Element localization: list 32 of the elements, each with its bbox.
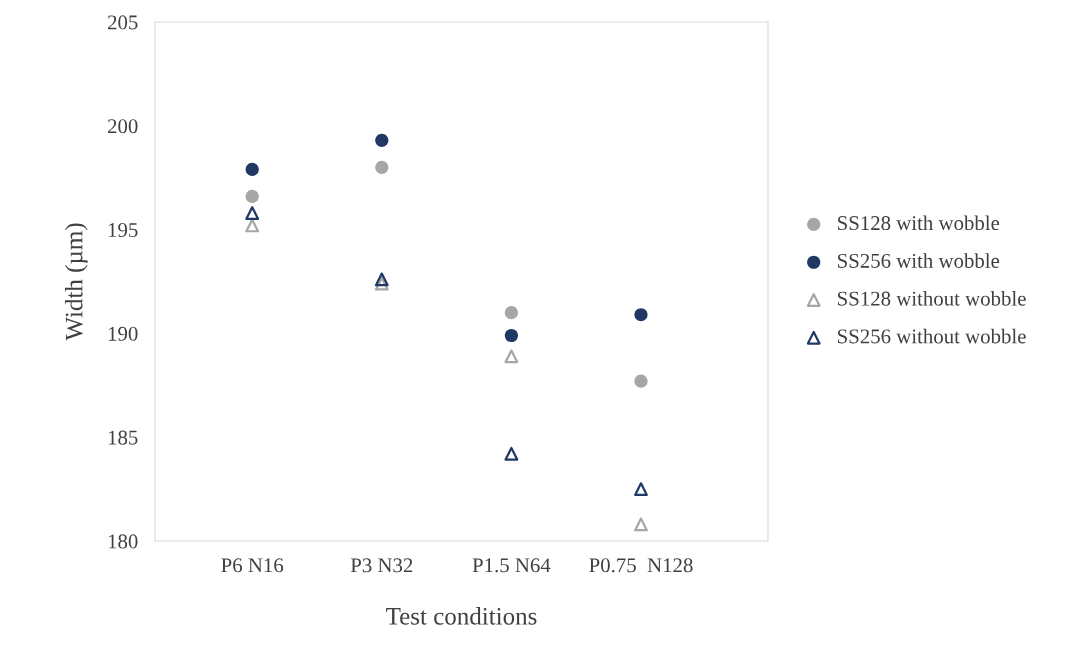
- point: [245, 189, 259, 203]
- point: [504, 349, 519, 364]
- point: [245, 218, 260, 233]
- point: [245, 206, 260, 220]
- x-axis-title: Test conditions: [386, 607, 537, 625]
- point: [634, 482, 648, 497]
- legend-label: SS128 without wobble: [838, 291, 1026, 306]
- point: [374, 272, 389, 287]
- point: [634, 308, 648, 322]
- x-tick-label: P1.5 N64: [472, 558, 551, 573]
- legend-label: SS256 without wobble: [838, 328, 1026, 344]
- point: [375, 160, 389, 174]
- point: [634, 517, 648, 532]
- legend-label: SS256 with wobble: [838, 253, 1000, 268]
- point: [375, 133, 389, 147]
- x-tick-label: P6 N16: [221, 558, 284, 573]
- point: [634, 374, 648, 388]
- y-tick-label: 200: [108, 119, 138, 134]
- x-tick-label: P0.75 N128: [589, 558, 693, 573]
- point: [504, 306, 518, 320]
- y-axis-title: Width (µm): [64, 223, 88, 341]
- point: [374, 276, 389, 291]
- point: [504, 328, 518, 343]
- legend-label: SS128 with wobble: [838, 215, 1000, 231]
- x-tick-label: P3 N32: [350, 558, 413, 573]
- y-tick-label: 180: [108, 534, 138, 549]
- point: [504, 446, 519, 461]
- y-tick-label: 185: [108, 430, 138, 445]
- y-tick-label: 205: [108, 15, 138, 30]
- y-tick-label: 195: [108, 223, 138, 238]
- point: [245, 162, 259, 176]
- y-tick-label: 190: [108, 326, 138, 341]
